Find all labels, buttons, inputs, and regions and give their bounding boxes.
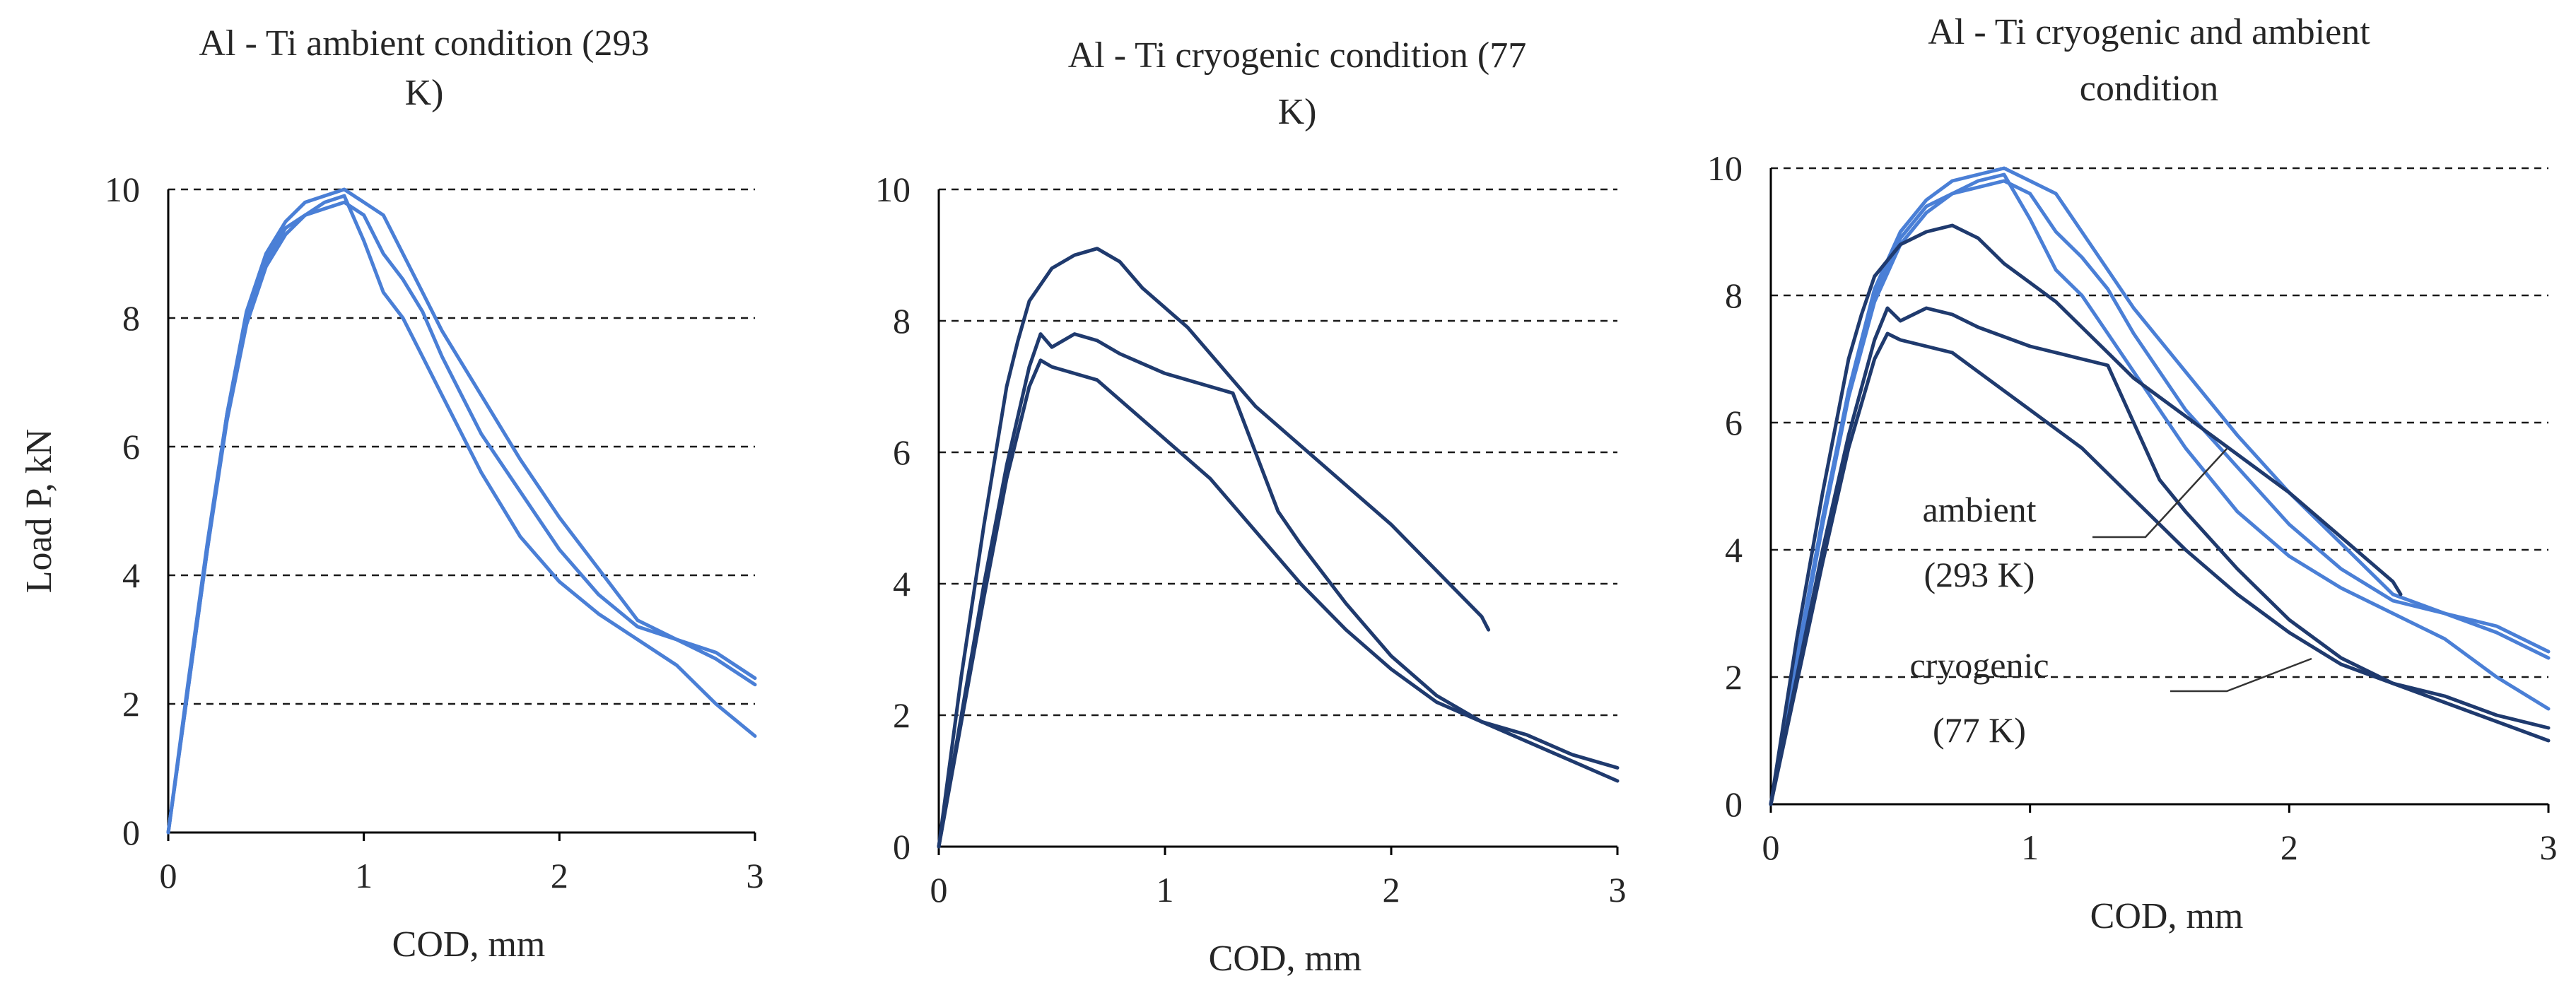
x-tick-label: 2	[2281, 828, 2298, 867]
y-tick-label: 6	[1725, 403, 1743, 442]
x-axis-label: COD, mm	[392, 924, 546, 965]
series-line-ambient-3	[1769, 166, 2551, 806]
y-tick-label: 4	[122, 555, 140, 595]
annotation-ambient: (293 K)	[1924, 555, 2035, 594]
x-axis-label: COD, mm	[2090, 896, 2244, 936]
y-tick-label: 2	[122, 684, 140, 724]
y-tick-label: 0	[893, 827, 911, 866]
series-line-ambient-3	[166, 187, 757, 835]
y-tick-label: 8	[122, 298, 140, 338]
x-tick-label: 1	[1157, 870, 1174, 910]
x-tick-label: 0	[160, 856, 177, 895]
y-tick-label: 2	[1725, 657, 1743, 697]
y-tick-label: 0	[1725, 784, 1743, 824]
y-tick-label: 6	[122, 427, 140, 466]
series-line-cryogenic-3	[1769, 331, 2551, 806]
chart-title: condition	[2080, 69, 2218, 109]
annotation-leader-line	[2170, 657, 2312, 693]
series-line-cryogenic-3	[937, 358, 1620, 849]
x-tick-label: 1	[2021, 828, 2039, 867]
x-tick-label: 0	[930, 870, 948, 910]
x-tick-label: 0	[1762, 828, 1780, 867]
series-line-cryogenic-1	[937, 247, 1491, 849]
y-axis-label: Load P, kN	[19, 429, 59, 594]
y-tick-label: 4	[1725, 530, 1743, 570]
series-line-cryogenic-2	[937, 332, 1620, 849]
x-tick-label: 3	[1609, 870, 1627, 910]
panel-cryogenic: Al - Ti cryogenic condition (77K)0246810…	[875, 35, 1627, 979]
annotation-leader-line	[2092, 448, 2227, 539]
chart-title: K)	[1278, 92, 1317, 132]
series-line-cryogenic-2	[1769, 306, 2551, 806]
panel-ambient: Al - Ti ambient condition (293 K) 0 2 4 6 8 10 0…	[19, 23, 764, 965]
y-tick-label: 0	[122, 813, 140, 852]
y-tick-label: 10	[105, 170, 140, 209]
x-tick-label: 2	[551, 856, 568, 895]
x-axis-label: COD, mm	[1209, 939, 1362, 979]
chart-title: Al - Ti cryogenic condition (77	[1068, 35, 1527, 76]
x-tick-label: 3	[2540, 828, 2558, 867]
panel-combined: Al - Ti cryogenic and ambient condition 0 2…	[1707, 12, 2558, 936]
chart-title: K)	[405, 73, 444, 113]
annotation-cryogenic: (77 K)	[1933, 710, 2026, 750]
y-tick-label: 8	[893, 301, 911, 341]
x-tick-label: 1	[355, 856, 373, 895]
x-tick-label: 2	[1383, 870, 1400, 910]
annotation-cryogenic: cryogenic	[1909, 645, 2049, 685]
chart-title: Al - Ti cryogenic and ambient	[1928, 12, 2370, 52]
y-tick-label: 10	[875, 170, 911, 209]
y-tick-label: 8	[1725, 276, 1743, 315]
y-tick-label: 4	[893, 564, 911, 604]
chart-title: Al - Ti ambient condition (293	[199, 23, 650, 64]
y-tick-label: 2	[893, 695, 911, 735]
y-tick-label: 6	[893, 433, 911, 472]
y-tick-label: 10	[1707, 148, 1743, 188]
x-tick-label: 3	[747, 856, 764, 895]
series-line-cryogenic-1	[1769, 223, 2403, 806]
annotation-ambient: ambient	[1922, 490, 2036, 529]
